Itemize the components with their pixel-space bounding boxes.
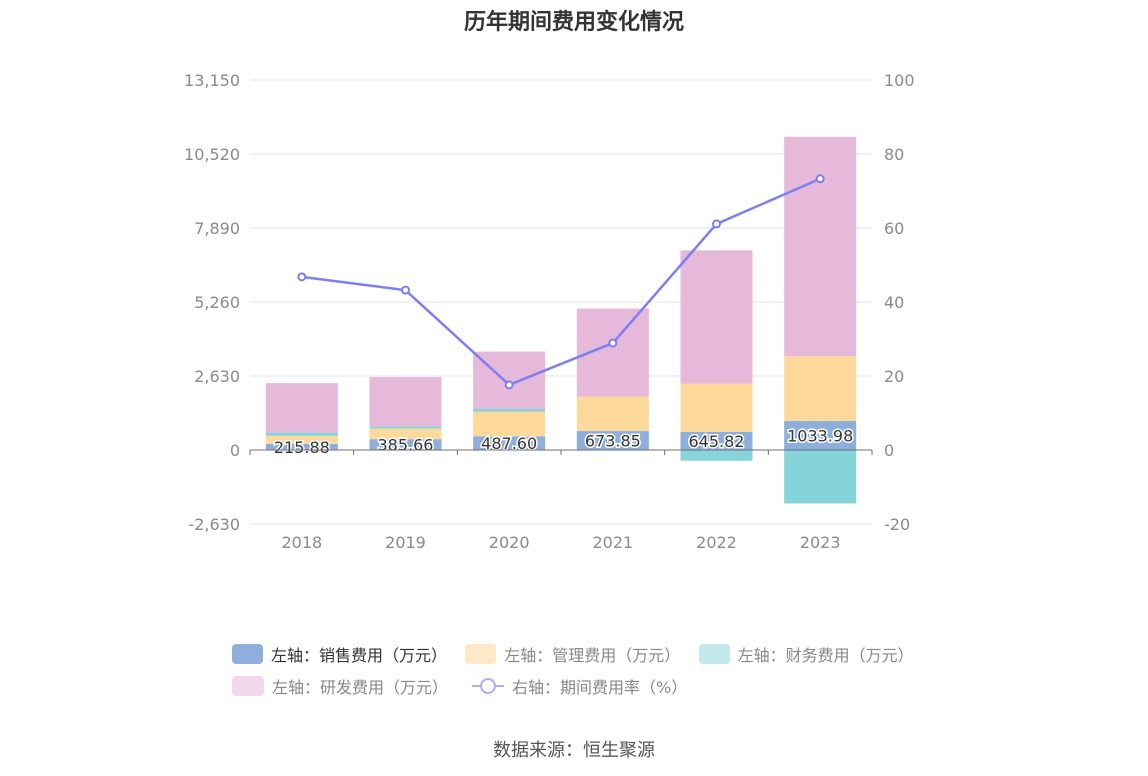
legend-label-rd: 左轴：研发费用（万元） [272, 678, 449, 697]
x-axis-tick-label: 2020 [489, 533, 530, 552]
bar-sales [473, 436, 546, 450]
point-expense-ratio [504, 380, 514, 390]
bar-admin [265, 435, 338, 444]
bar-admin [473, 411, 546, 437]
bar-rd [680, 250, 753, 384]
bar-finance [680, 450, 753, 461]
bar-admin [680, 383, 753, 432]
right-axis-tick-label: 0 [884, 441, 894, 460]
bar-rd [473, 351, 546, 409]
x-axis-tick-label: 2018 [281, 533, 322, 552]
data-label-sales: 645.82 [689, 432, 745, 451]
bar-finance [473, 408, 546, 412]
left-axis-tick-label: 7,890 [194, 219, 240, 238]
bar-sales [265, 443, 338, 450]
legend-label-sales: 左轴：销售费用（万元） [270, 646, 447, 665]
point-expense-ratio [712, 219, 721, 229]
right-axis-tick-label: 60 [884, 219, 904, 238]
right-axis-tick-label: 40 [884, 293, 904, 312]
legend-line-icon [472, 676, 505, 696]
legend-item-rd[interactable]: 左轴：研发费用（万元） [232, 674, 448, 698]
bar-rd [369, 376, 442, 427]
bar-rd [784, 136, 857, 357]
data-label-sales: 1033.98 [787, 426, 853, 445]
legend-swatch-finance [698, 644, 730, 664]
bar-finance [265, 432, 338, 436]
legend-item-finance[interactable]: 左轴：财务费用（万元） [698, 642, 914, 666]
line-expense-ratio [301, 177, 821, 387]
bar-finance [784, 450, 857, 504]
legend-item-expense-ratio[interactable]: 右轴：期间费用率（%） [472, 674, 687, 698]
source-note: 数据来源：恒生聚源 [493, 740, 655, 761]
right-axis-tick-label: -20 [884, 515, 910, 534]
chart-title: 历年期间费用变化情况 [463, 10, 684, 35]
bar-sales [784, 420, 857, 450]
legend-label-admin: 左轴：管理费用（万元） [504, 646, 681, 665]
x-axis-tick-label: 2023 [800, 533, 841, 552]
left-axis-tick-label: 2,630 [194, 367, 240, 386]
bar-finance [369, 426, 442, 429]
bar-sales [369, 439, 442, 450]
legend-item-admin[interactable]: 左轴：管理费用（万元） [465, 642, 681, 666]
x-axis-tick-label: 2021 [592, 533, 633, 552]
legend-item-sales[interactable]: 左轴：销售费用（万元） [232, 642, 447, 666]
bar-rd [265, 383, 338, 433]
point-expense-ratio [608, 338, 618, 348]
point-expense-ratio [401, 285, 410, 295]
bar-admin [369, 428, 442, 440]
bar-sales [576, 431, 649, 450]
bar-admin [784, 356, 857, 421]
right-axis-tick-label: 100 [884, 71, 915, 90]
legend-swatch-sales [232, 644, 263, 664]
right-axis-tick-label: 80 [884, 145, 904, 164]
left-axis-tick-label: -2,630 [188, 515, 240, 534]
left-axis-tick-label: 0 [230, 441, 240, 460]
data-label-sales: 385.66 [378, 436, 434, 455]
x-axis-tick-label: 2022 [696, 533, 737, 552]
left-axis-tick-label: 13,150 [184, 71, 240, 90]
legend-swatch-rd [232, 676, 264, 696]
x-axis-tick-label: 2019 [385, 533, 426, 552]
legend: 左轴：销售费用（万元） 左轴：管理费用（万元） 左轴：财务费用（万元） 左轴：研… [232, 638, 932, 702]
bar-sales [680, 431, 753, 450]
legend-label-finance: 左轴：财务费用（万元） [737, 646, 914, 665]
left-axis-tick-label: 10,520 [184, 145, 240, 164]
point-expense-ratio [297, 272, 307, 282]
bar-admin [576, 396, 649, 432]
data-label-sales: 215.88 [274, 438, 330, 457]
point-expense-ratio [815, 174, 825, 184]
right-axis-tick-label: 20 [884, 367, 904, 386]
left-axis-tick-label: 5,260 [194, 293, 240, 312]
legend-swatch-admin [465, 644, 497, 664]
legend-label-expense-ratio: 右轴：期间费用率（%） [512, 678, 688, 697]
data-label-sales: 487.60 [481, 434, 537, 453]
data-label-sales: 673.85 [585, 432, 641, 451]
